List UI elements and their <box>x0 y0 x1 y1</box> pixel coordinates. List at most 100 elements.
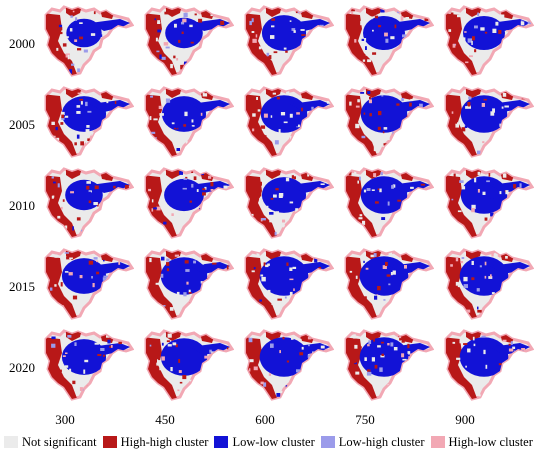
low-low-region <box>164 178 204 212</box>
cluster-speckle <box>501 226 504 230</box>
cluster-speckle <box>219 382 222 385</box>
cluster-speckle <box>308 344 310 347</box>
cluster-speckle <box>525 92 529 95</box>
cluster-speckle <box>374 295 378 300</box>
cluster-speckle <box>225 382 229 385</box>
cluster-speckle <box>124 184 129 190</box>
cluster-speckle <box>271 25 275 28</box>
cluster-speckle <box>376 295 381 297</box>
cluster-speckle <box>149 257 152 263</box>
cluster-speckle <box>223 70 227 73</box>
cluster-speckle <box>467 38 473 43</box>
cluster-speckle <box>257 181 262 186</box>
cluster-speckle <box>180 64 184 70</box>
map-panel-2005-300 <box>42 86 134 158</box>
cluster-map-2005-750 <box>344 86 434 158</box>
cluster-speckle <box>370 254 375 258</box>
cluster-speckle <box>289 113 293 118</box>
cluster-speckle <box>252 128 255 132</box>
cluster-speckle <box>156 50 160 53</box>
cluster-speckle <box>288 393 291 398</box>
cluster-speckle <box>85 101 88 107</box>
cluster-speckle <box>380 172 383 176</box>
cluster-speckle <box>313 58 318 63</box>
cluster-speckle <box>367 91 371 94</box>
cluster-speckle <box>352 58 355 61</box>
cluster-speckle <box>68 62 71 66</box>
cluster-speckle <box>178 39 181 43</box>
cluster-speckle <box>506 364 510 367</box>
cluster-speckle <box>122 279 127 283</box>
cluster-speckle <box>70 15 73 18</box>
cluster-speckle <box>113 185 116 189</box>
cluster-speckle <box>400 295 404 298</box>
low-low-region <box>290 181 330 193</box>
cluster-speckle <box>425 310 428 315</box>
cluster-speckle <box>289 201 294 204</box>
cluster-map-2015-750 <box>344 248 434 320</box>
cluster-speckle <box>277 298 282 301</box>
legend-item: High-high cluster <box>102 435 208 450</box>
cluster-speckle <box>454 391 459 395</box>
cluster-speckle <box>213 311 218 314</box>
cluster-speckle <box>362 59 366 62</box>
cluster-speckle <box>206 376 209 379</box>
map-panel-2015-600 <box>242 248 334 320</box>
cluster-speckle <box>255 34 258 38</box>
cluster-speckle <box>256 97 258 100</box>
cluster-speckle <box>477 150 481 155</box>
cluster-speckle <box>248 100 252 104</box>
cluster-speckle <box>371 12 374 15</box>
cluster-speckle <box>397 199 402 202</box>
cluster-speckle <box>274 140 279 145</box>
cluster-speckle <box>112 171 116 177</box>
cluster-speckle <box>390 272 393 276</box>
cluster-speckle <box>519 183 522 188</box>
cluster-speckle <box>56 137 60 142</box>
cluster-speckle <box>257 109 261 112</box>
cluster-map-2020-600 <box>244 329 334 401</box>
cluster-speckle <box>205 205 209 210</box>
cluster-speckle <box>118 228 122 232</box>
cluster-speckle <box>373 338 375 342</box>
cluster-speckle <box>193 176 197 180</box>
cluster-speckle <box>361 38 365 41</box>
cluster-speckle <box>71 63 75 66</box>
low-low-region <box>290 343 330 355</box>
map-panel-2000-900 <box>442 5 534 77</box>
cluster-speckle <box>291 175 294 179</box>
low-low-region <box>390 181 430 193</box>
cluster-speckle <box>286 262 289 266</box>
cluster-speckle <box>60 369 62 372</box>
cluster-speckle <box>504 364 507 368</box>
cluster-speckle <box>307 232 310 236</box>
cluster-speckle <box>83 369 86 374</box>
cluster-speckle <box>226 375 228 380</box>
cluster-speckle <box>191 126 194 129</box>
low-low-region <box>90 100 130 112</box>
cluster-speckle <box>179 171 183 175</box>
cluster-speckle <box>512 193 517 196</box>
cluster-speckle <box>248 145 251 150</box>
cluster-speckle <box>226 347 229 350</box>
cluster-speckle <box>502 173 507 178</box>
cluster-speckle <box>54 19 57 25</box>
cluster-speckle <box>57 67 60 70</box>
cluster-speckle <box>103 259 105 262</box>
cluster-speckle <box>524 393 526 398</box>
cluster-speckle <box>427 290 430 294</box>
cluster-speckle <box>326 92 329 96</box>
cluster-speckle <box>203 376 207 380</box>
cluster-speckle <box>317 379 321 383</box>
cluster-speckle <box>299 352 304 356</box>
cluster-speckle <box>58 27 63 31</box>
cluster-speckle <box>488 276 493 279</box>
cluster-speckle <box>481 335 486 338</box>
cluster-speckle <box>363 189 367 193</box>
cluster-speckle <box>183 178 188 180</box>
cluster-speckle <box>402 34 407 38</box>
cluster-speckle <box>56 47 59 51</box>
cluster-speckle <box>380 9 385 13</box>
cluster-speckle <box>118 341 122 345</box>
cluster-speckle <box>463 284 468 289</box>
